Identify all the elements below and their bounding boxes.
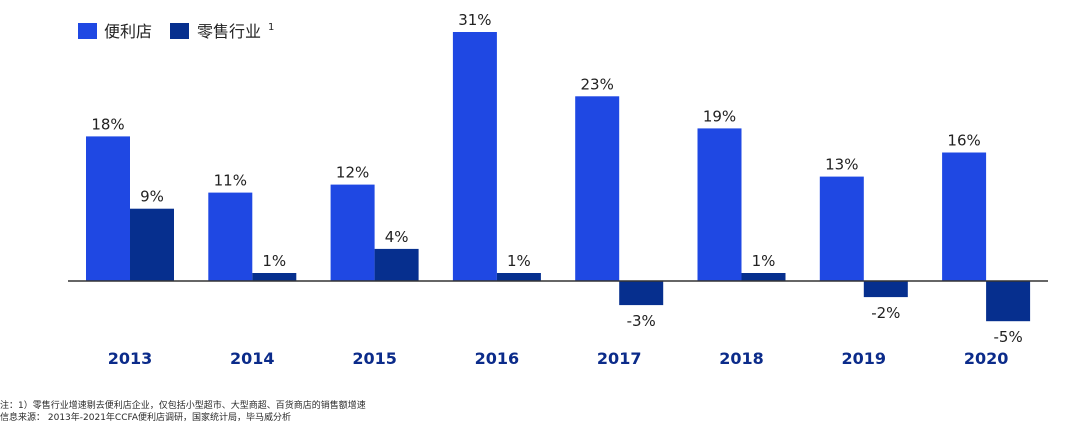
bar-2014-series-1 xyxy=(208,192,253,281)
bar-2018-series-2 xyxy=(741,273,786,281)
x-tick-label-2019: 2019 xyxy=(842,349,887,368)
bar-2015-series-2 xyxy=(374,248,419,281)
value-label-2013-series-2: 9% xyxy=(140,188,164,206)
bar-2013-series-1 xyxy=(86,136,130,281)
legend-label-1: 便利店 xyxy=(104,22,152,41)
x-tick-label-2016: 2016 xyxy=(475,349,520,368)
bar-2014-series-2 xyxy=(252,273,297,281)
bar-2016-series-1 xyxy=(452,32,497,281)
value-label-2013-series-1: 18% xyxy=(91,115,124,133)
bar-2020-series-1 xyxy=(942,152,987,281)
value-label-2018-series-2: 1% xyxy=(752,252,776,270)
value-label-2019-series-2: -2% xyxy=(871,304,900,322)
value-label-2019-series-1: 13% xyxy=(825,156,858,174)
bar-2016-series-2 xyxy=(496,273,541,281)
value-label-2017-series-2: -3% xyxy=(627,312,656,330)
bar-2019-series-2 xyxy=(863,281,908,298)
value-label-2015-series-2: 4% xyxy=(385,228,409,246)
value-label-2020-series-2: -5% xyxy=(993,328,1022,346)
value-label-2020-series-1: 16% xyxy=(947,132,980,150)
footnote-note: 注：1）零售行业增速剔去便利店企业，仅包括小型超市、大型商超、百货商店的销售额增… xyxy=(0,401,366,411)
x-tick-label-2013: 2013 xyxy=(108,349,153,368)
legend-superscript: 1 xyxy=(268,22,274,33)
value-label-2016-series-2: 1% xyxy=(507,252,531,270)
x-tick-label-2015: 2015 xyxy=(352,349,397,368)
value-label-2016-series-1: 31% xyxy=(458,11,491,29)
x-tick-label-2018: 2018 xyxy=(719,349,764,368)
legend-swatch-2 xyxy=(170,23,189,39)
bar-2017-series-2 xyxy=(619,281,664,306)
value-label-2014-series-1: 11% xyxy=(214,172,247,190)
x-tick-label-2014: 2014 xyxy=(230,349,275,368)
x-tick-label-2020: 2020 xyxy=(964,349,1009,368)
value-label-2017-series-1: 23% xyxy=(581,75,614,93)
value-label-2018-series-1: 19% xyxy=(703,107,736,125)
legend-swatch-1 xyxy=(78,23,97,39)
legend-label-2: 零售行业 xyxy=(197,22,261,41)
bar-2019-series-1 xyxy=(819,176,864,281)
x-tick-label-2017: 2017 xyxy=(597,349,642,368)
bar-2020-series-2 xyxy=(986,281,1031,322)
footnote-source: 信息来源： 2013年-2021年CCFA便利店调研，国家统计局，毕马威分析 xyxy=(0,413,291,423)
bar-2015-series-1 xyxy=(330,184,375,281)
value-label-2015-series-1: 12% xyxy=(336,164,369,182)
bar-2018-series-1 xyxy=(697,128,742,281)
bar-2017-series-1 xyxy=(575,96,620,281)
value-label-2014-series-2: 1% xyxy=(262,252,286,270)
bar-2013-series-2 xyxy=(130,208,174,281)
